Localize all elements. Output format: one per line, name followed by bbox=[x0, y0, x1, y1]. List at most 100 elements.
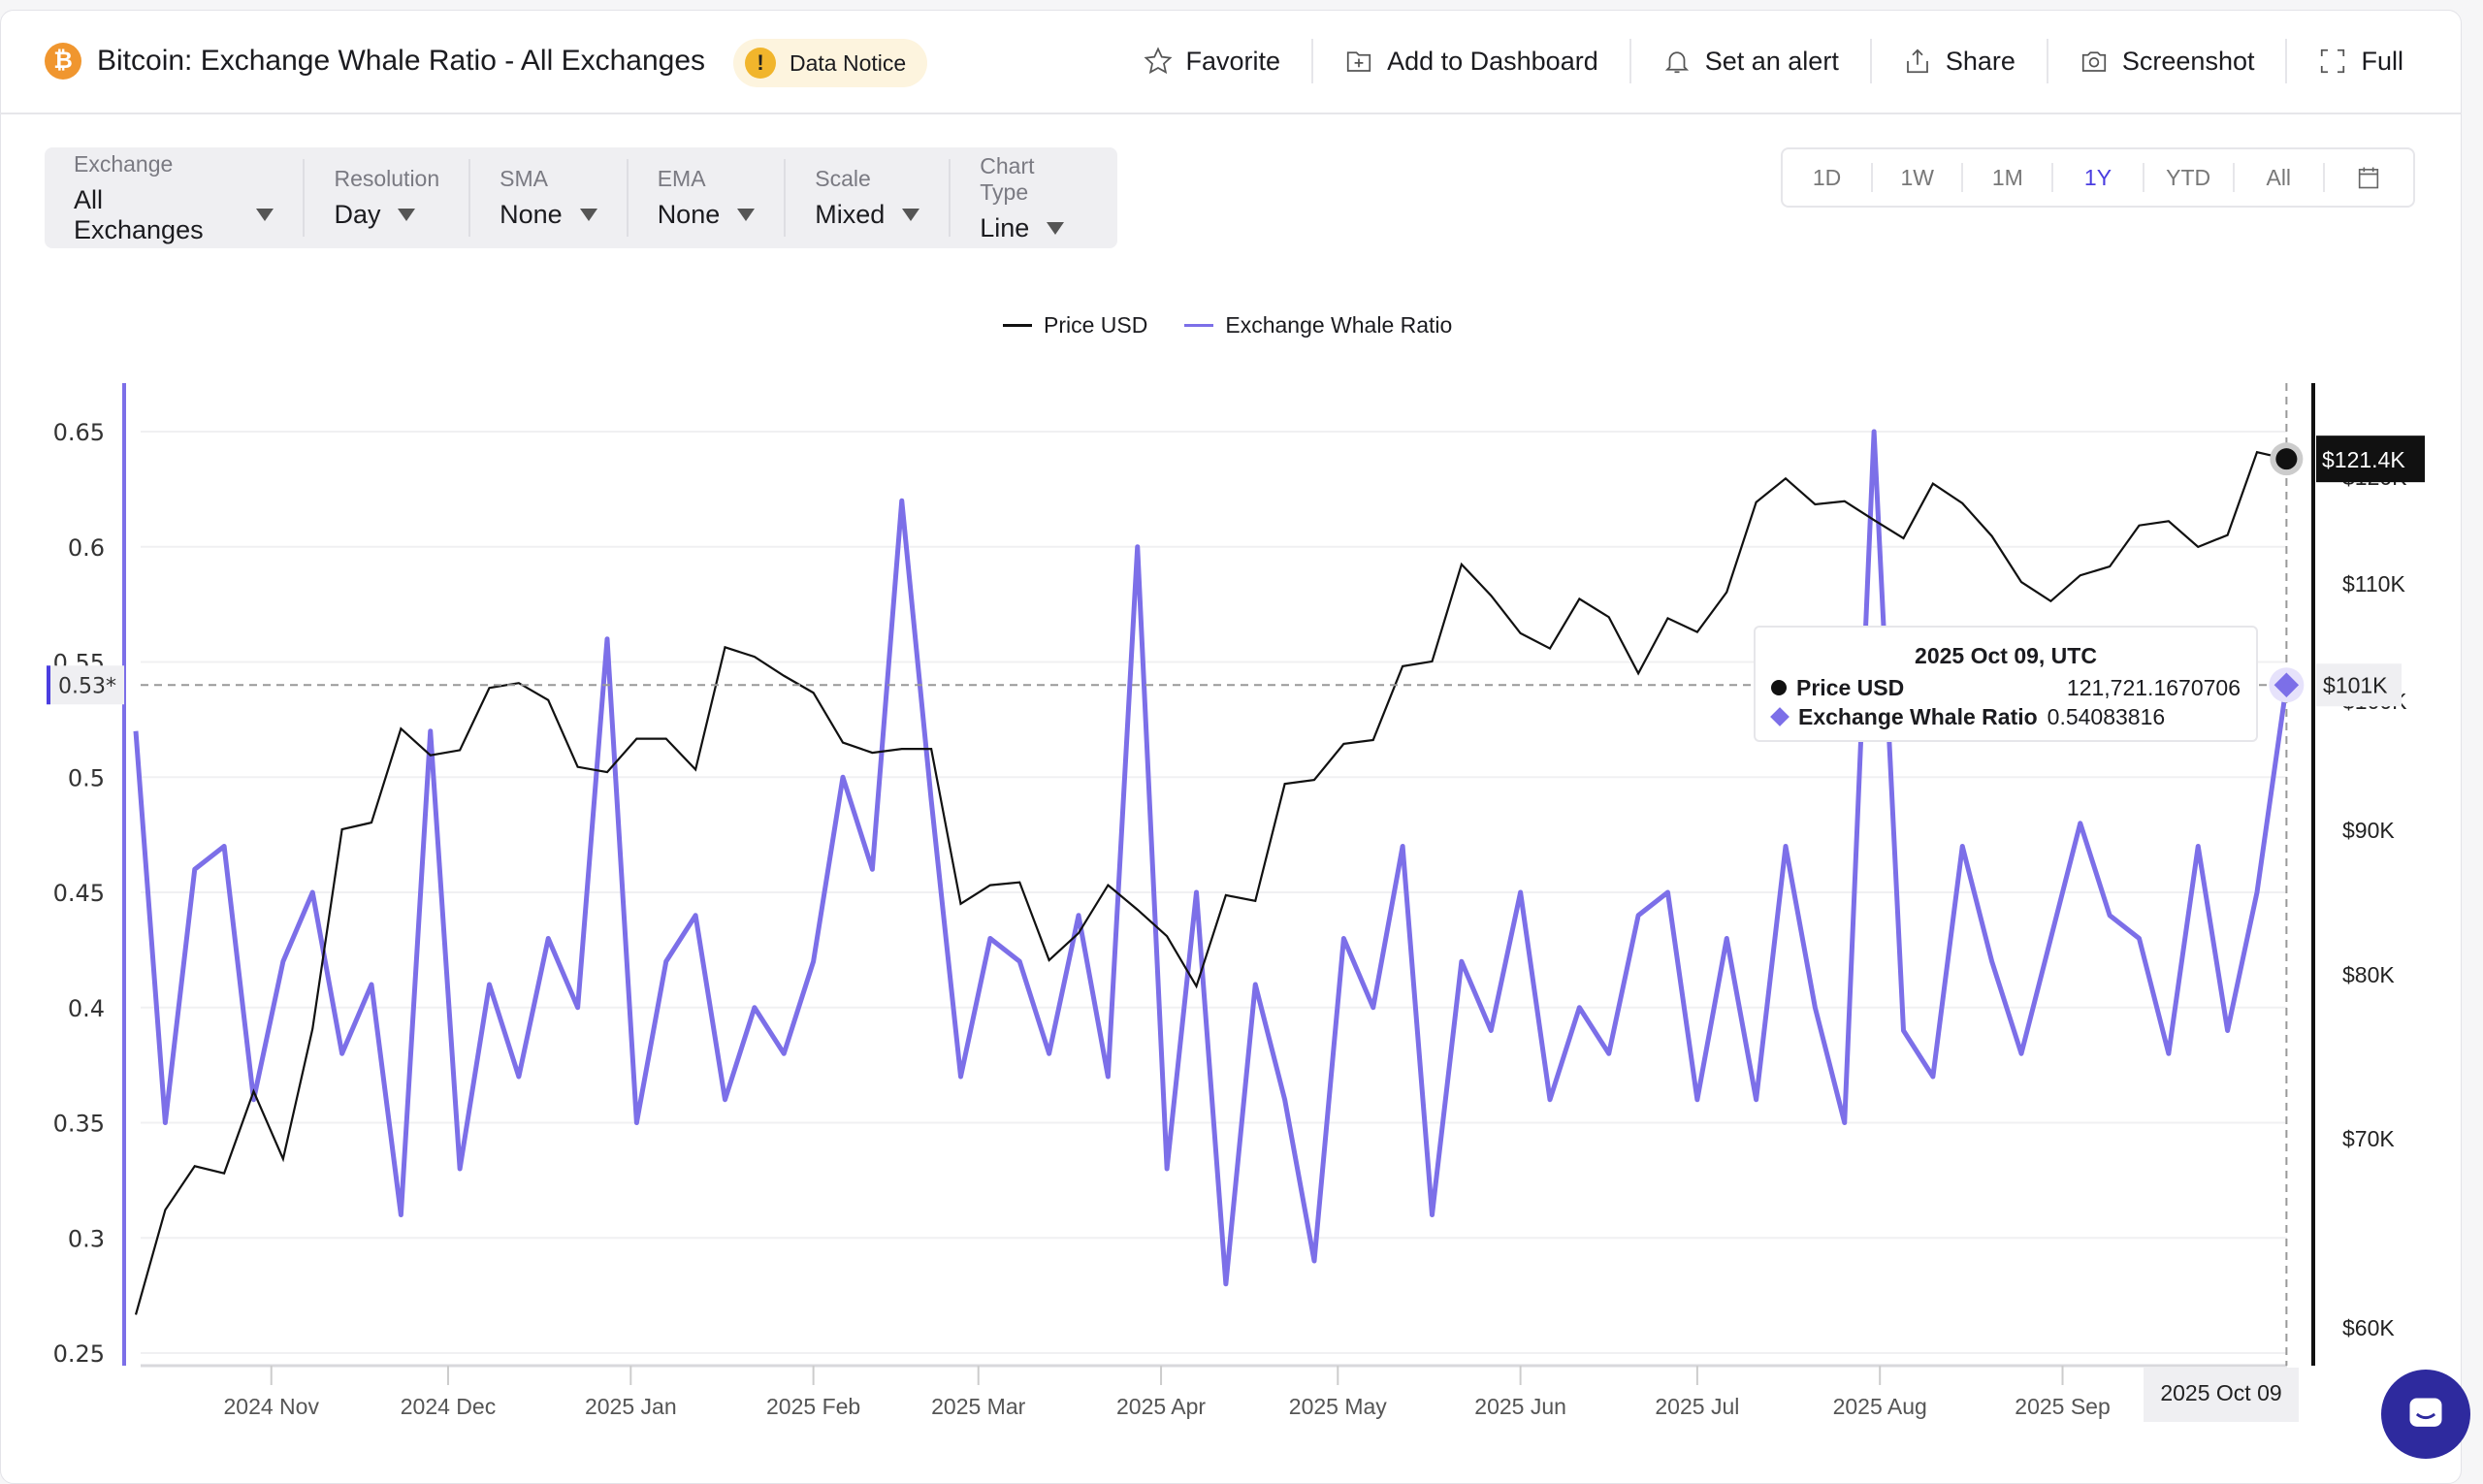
star-icon bbox=[1144, 47, 1173, 75]
range-1d[interactable]: 1D bbox=[1812, 165, 1842, 190]
control-value: None bbox=[500, 200, 563, 229]
price-line bbox=[134, 450, 2287, 1315]
range-ytd[interactable]: YTD bbox=[2142, 163, 2233, 192]
caret-down-icon bbox=[737, 209, 756, 221]
set-alert-label: Set an alert bbox=[1704, 46, 1839, 76]
control-label: Scale bbox=[815, 166, 871, 191]
tooltip-value: 121,721.1670706 bbox=[2066, 674, 2241, 700]
legend-label: Exchange Whale Ratio bbox=[1225, 312, 1453, 338]
price-label: $121.4K bbox=[2322, 447, 2405, 472]
price-dot-icon bbox=[1771, 680, 1787, 695]
share-icon bbox=[1906, 48, 1928, 74]
right-axis-tick-label: $70K bbox=[2342, 1126, 2395, 1151]
left-axis-tick-label: 0.6 bbox=[68, 534, 105, 562]
exchange-select[interactable]: Exchange All Exchanges bbox=[45, 151, 303, 244]
price-label-box bbox=[2316, 436, 2425, 483]
left-axis-tick-label: 0.3 bbox=[68, 1225, 105, 1252]
scale-select[interactable]: Scale Mixed bbox=[784, 159, 949, 237]
left-axis-tick-label: 0.4 bbox=[68, 995, 105, 1022]
calendar-icon bbox=[2359, 167, 2379, 189]
x-axis-tick-label: 2024 Dec bbox=[401, 1394, 496, 1419]
crosshair-right-label-box bbox=[2316, 663, 2402, 707]
fullscreen-icon bbox=[2321, 48, 2345, 74]
legend-item-ratio[interactable]: Exchange Whale Ratio bbox=[1184, 312, 1452, 339]
x-axis-tick-label: 2025 Apr bbox=[1116, 1394, 1206, 1419]
range-1y[interactable]: 1Y bbox=[2051, 163, 2142, 192]
tooltip-title: 2025 Oct 09, UTC bbox=[1915, 643, 2097, 668]
control-value: All Exchanges bbox=[74, 184, 204, 244]
control-label: EMA bbox=[657, 166, 706, 191]
resolution-select[interactable]: Resolution Day bbox=[303, 159, 468, 237]
right-axis-tick-label: $80K bbox=[2342, 962, 2395, 987]
right-axis-tick-label: $90K bbox=[2342, 818, 2395, 843]
left-axis-tick-label: 0.45 bbox=[53, 880, 105, 907]
caret-down-icon bbox=[398, 209, 416, 221]
x-axis-tick-label: 2025 Feb bbox=[766, 1394, 860, 1419]
x-axis-tick-label: 2025 Jan bbox=[585, 1394, 677, 1419]
data-notice-label: Data Notice bbox=[790, 49, 907, 76]
caret-down-icon bbox=[256, 209, 274, 221]
x-axis-tick-label: 2025 Jun bbox=[1474, 1394, 1566, 1419]
control-label: SMA bbox=[500, 166, 548, 191]
x-axis-tick-label: 2025 May bbox=[1289, 1394, 1388, 1419]
tooltip-series-name: Price USD bbox=[1796, 674, 1905, 700]
legend-item-price[interactable]: Price USD bbox=[1003, 312, 1147, 339]
x-axis-tick-label: 2025 Jul bbox=[1655, 1394, 1739, 1419]
control-label: Chart Type bbox=[980, 152, 1035, 205]
warning-icon: ! bbox=[745, 48, 776, 79]
chart-legend: Price USD Exchange Whale Ratio bbox=[1003, 312, 1489, 339]
sma-select[interactable]: SMA None bbox=[468, 159, 627, 237]
crosshair-left-label: 0.53* bbox=[58, 674, 116, 698]
add-to-dashboard-label: Add to Dashboard bbox=[1387, 46, 1598, 76]
bitcoin-icon: ₿ bbox=[45, 43, 81, 80]
range-1w[interactable]: 1W bbox=[1871, 163, 1961, 192]
set-alert-button[interactable]: Set an alert bbox=[1628, 39, 1870, 83]
data-notice-button[interactable]: ! Data Notice bbox=[733, 39, 928, 87]
fullscreen-button[interactable]: Full bbox=[2285, 39, 2435, 83]
share-button[interactable]: Share bbox=[1869, 39, 2047, 83]
control-label: Resolution bbox=[334, 166, 440, 191]
left-axis-tick-label: 0.65 bbox=[53, 419, 105, 446]
tooltip-value: 0.54083816 bbox=[2047, 703, 2166, 729]
header-actions: Favorite Add to Dashboard Set an alert S… bbox=[1113, 37, 2435, 85]
caret-down-icon bbox=[1047, 221, 1065, 235]
page-title: Bitcoin: Exchange Whale Ratio - All Exch… bbox=[97, 45, 705, 77]
caret-down-icon bbox=[579, 209, 597, 221]
range-all[interactable]: All bbox=[2232, 163, 2323, 192]
range-1m[interactable]: 1M bbox=[1961, 163, 2051, 192]
crosshair-right-label: $101K bbox=[2323, 672, 2388, 697]
left-axis-tick-label: 0.35 bbox=[53, 1111, 105, 1138]
control-value: Day bbox=[334, 200, 381, 229]
chat-button[interactable] bbox=[2381, 1370, 2470, 1459]
control-label: Exchange bbox=[74, 150, 174, 177]
screenshot-button[interactable]: Screenshot bbox=[2046, 39, 2286, 83]
chart-type-select[interactable]: Chart Type Line bbox=[949, 153, 1117, 242]
favorite-button[interactable]: Favorite bbox=[1113, 39, 1312, 83]
dashboard-add-icon bbox=[1346, 51, 1371, 72]
left-axis-tick-label: 0.5 bbox=[68, 764, 105, 791]
fullscreen-label: Full bbox=[2361, 46, 2403, 76]
camera-icon bbox=[2081, 51, 2107, 72]
chart-tooltip: 2025 Oct 09, UTC Price USD 121,721.167070… bbox=[1754, 626, 2258, 742]
x-axis-tick-label: 2025 Mar bbox=[931, 1394, 1026, 1419]
crosshair-left-label-box bbox=[47, 665, 124, 705]
chat-icon bbox=[2409, 1398, 2442, 1427]
right-axis-tick-label: $110K bbox=[2342, 571, 2405, 597]
tooltip-series-name: Exchange Whale Ratio bbox=[1798, 703, 2038, 729]
ratio-line bbox=[133, 429, 2289, 1287]
crosshair-left-label-accent bbox=[47, 665, 50, 705]
ratio-diamond-icon bbox=[1770, 707, 1790, 726]
x-axis-tick-label: 2025 Sep bbox=[2015, 1394, 2110, 1419]
right-axis-tick-label: $60K bbox=[2342, 1315, 2395, 1340]
favorite-label: Favorite bbox=[1185, 46, 1281, 76]
bell-icon bbox=[1664, 51, 1689, 74]
chart-header bbox=[0, 10, 2462, 114]
line-chart[interactable]: 0.650.60.550.50.450.40.350.30.25$120K$11… bbox=[0, 0, 2483, 1454]
crosshair-date-box bbox=[2144, 1368, 2299, 1422]
price-marker bbox=[2275, 448, 2298, 470]
x-axis-tick-label: 2025 Aug bbox=[1833, 1394, 1927, 1419]
ema-select[interactable]: EMA None bbox=[626, 159, 785, 237]
calendar-button[interactable] bbox=[2322, 163, 2413, 192]
add-to-dashboard-button[interactable]: Add to Dashboard bbox=[1311, 39, 1629, 83]
chart-controls: Exchange All Exchanges Resolution Day SMA N… bbox=[45, 147, 1117, 248]
